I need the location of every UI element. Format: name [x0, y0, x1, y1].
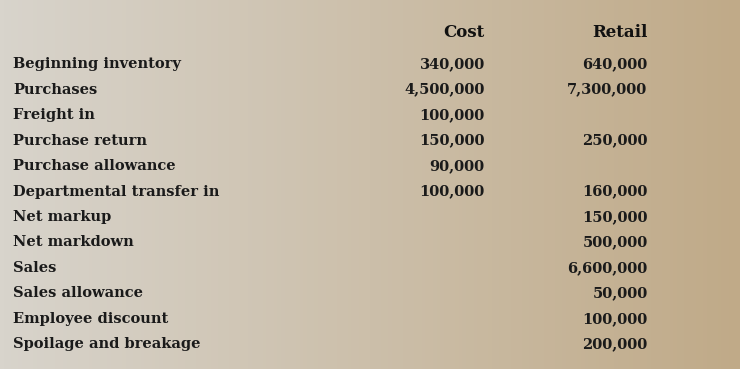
Text: 7,300,000: 7,300,000 — [568, 83, 648, 97]
Text: Employee discount: Employee discount — [13, 312, 169, 326]
Text: 340,000: 340,000 — [420, 57, 485, 71]
Text: 100,000: 100,000 — [582, 312, 648, 326]
Text: Net markup: Net markup — [13, 210, 112, 224]
Text: Freight in: Freight in — [13, 108, 95, 122]
Text: 4,500,000: 4,500,000 — [404, 83, 485, 97]
Text: Sales allowance: Sales allowance — [13, 286, 144, 300]
Text: Purchase return: Purchase return — [13, 134, 147, 148]
Text: Cost: Cost — [443, 24, 485, 41]
Text: 250,000: 250,000 — [582, 134, 648, 148]
Text: Beginning inventory: Beginning inventory — [13, 57, 181, 71]
Text: Spoilage and breakage: Spoilage and breakage — [13, 337, 201, 351]
Text: Sales: Sales — [13, 261, 57, 275]
Text: 150,000: 150,000 — [582, 210, 648, 224]
Text: Net markdown: Net markdown — [13, 235, 134, 249]
Text: Retail: Retail — [592, 24, 648, 41]
Text: 90,000: 90,000 — [430, 159, 485, 173]
Text: 6,600,000: 6,600,000 — [568, 261, 648, 275]
Text: Purchases: Purchases — [13, 83, 98, 97]
Text: Departmental transfer in: Departmental transfer in — [13, 184, 220, 199]
Text: 640,000: 640,000 — [582, 57, 648, 71]
Text: Purchase allowance: Purchase allowance — [13, 159, 176, 173]
Text: 500,000: 500,000 — [582, 235, 648, 249]
Text: 100,000: 100,000 — [420, 184, 485, 199]
Text: 150,000: 150,000 — [419, 134, 485, 148]
Text: 200,000: 200,000 — [582, 337, 648, 351]
Text: 160,000: 160,000 — [582, 184, 648, 199]
Text: 100,000: 100,000 — [420, 108, 485, 122]
Text: 50,000: 50,000 — [592, 286, 648, 300]
